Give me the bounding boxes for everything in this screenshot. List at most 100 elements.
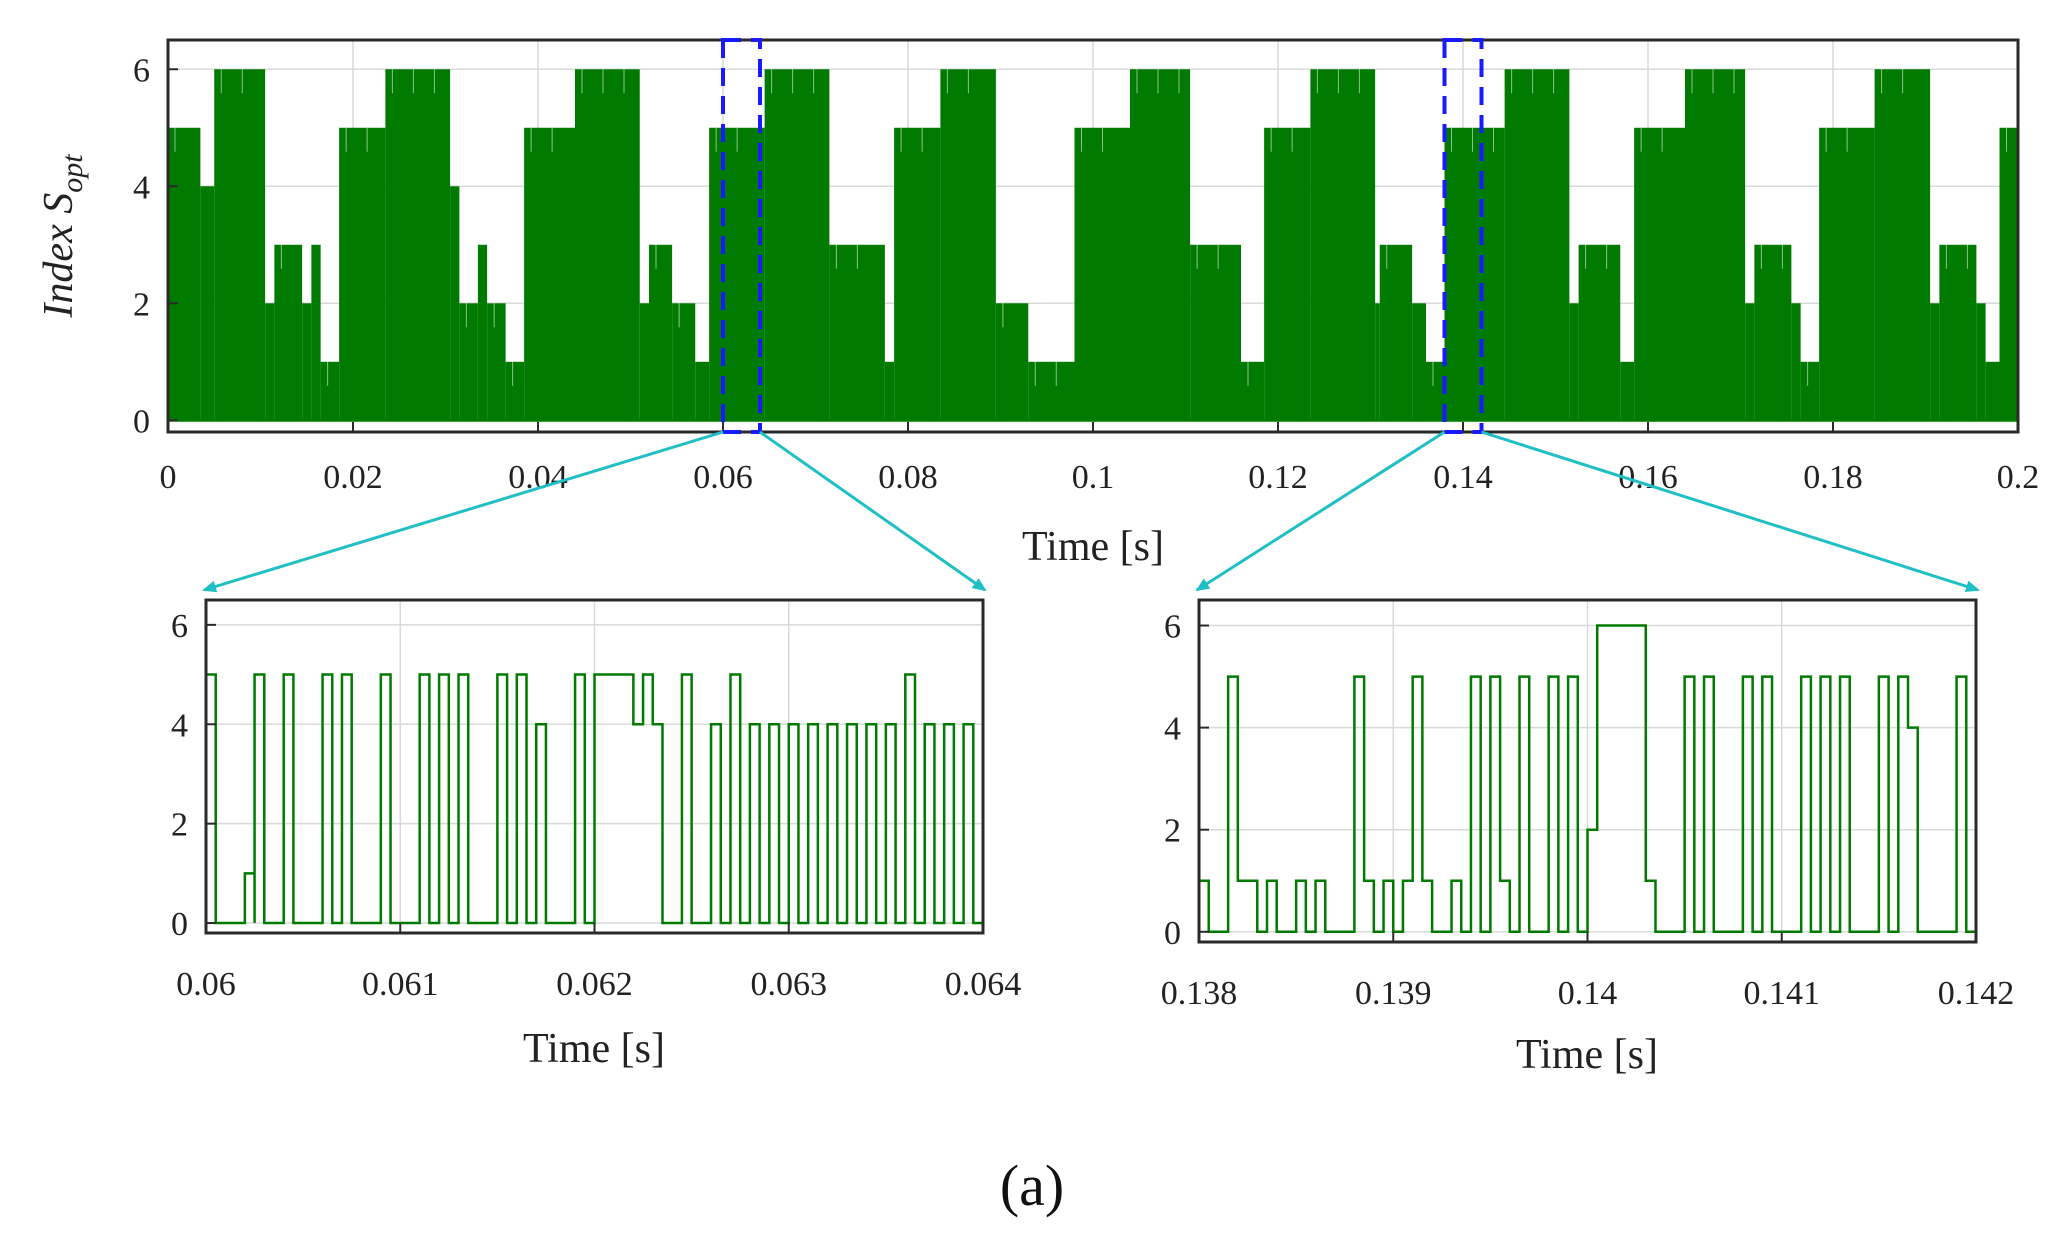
overview-signal-block xyxy=(1985,361,2000,421)
overview-signal-block xyxy=(1930,303,1940,421)
overview-signal-block xyxy=(575,69,640,421)
overview-y-axis-label-sub: opt xyxy=(56,154,89,193)
z2-x-tick-label: 0.142 xyxy=(1938,975,2015,1012)
ov-x-tick-label: 0.02 xyxy=(323,459,383,496)
overview-signal-block xyxy=(1379,244,1413,421)
z2-y-tick-label: 6 xyxy=(1164,609,1181,646)
zoom-2-signal xyxy=(1199,624,1976,934)
overview-signal-block xyxy=(995,303,1029,421)
z2-y-tick-label: 2 xyxy=(1164,813,1181,850)
overview-signal-block xyxy=(1412,303,1426,421)
ov-x-tick-label: 0.14 xyxy=(1433,459,1493,496)
z2-step-line xyxy=(1199,624,1976,934)
connector-arrow-2 xyxy=(759,430,987,592)
z1-x-tick-label: 0.062 xyxy=(556,966,633,1003)
overview-signal-block xyxy=(709,127,765,421)
overview-signal-block xyxy=(1028,361,1075,421)
overview-signal-block xyxy=(1634,127,1685,421)
zoom-1-signal xyxy=(206,673,985,925)
overview-signal-block xyxy=(1190,244,1241,421)
overview-signal-block xyxy=(1685,69,1746,421)
overview-signal-block xyxy=(505,361,525,421)
overview-signal-block xyxy=(1620,361,1635,421)
overview-signal-block xyxy=(459,303,478,421)
ov-x-tick-label: 0 xyxy=(160,459,177,496)
overview-signal-block xyxy=(1264,127,1311,421)
z1-x-tick-label: 0.063 xyxy=(751,966,828,1003)
overview-signal-block xyxy=(639,303,649,421)
z1-x-tick-label: 0.064 xyxy=(945,966,1022,1003)
overview-signal-block xyxy=(214,69,266,421)
zoom-connectors xyxy=(202,430,1980,593)
overview-signal-block xyxy=(320,361,340,421)
overview-y-axis-label-main: Index S xyxy=(36,193,82,319)
z2-x-tick-label: 0.139 xyxy=(1355,975,1432,1012)
overview-signal-block xyxy=(1791,303,1801,421)
overview-signal-block xyxy=(940,69,996,421)
zoom-box-2 xyxy=(1442,38,1484,434)
overview-signal-block xyxy=(672,303,696,421)
overview-signal-block xyxy=(1569,303,1579,421)
z1-y-tick-label: 6 xyxy=(171,608,188,645)
overview-signal-block xyxy=(1074,127,1130,421)
z1-y-tick-label: 4 xyxy=(171,707,188,744)
overview-signal-block xyxy=(450,186,460,421)
overview-signal-block xyxy=(894,127,941,421)
z2-x-tick-label: 0.14 xyxy=(1558,975,1618,1012)
z2-y-tick-label: 0 xyxy=(1164,915,1181,952)
overview-signal-block xyxy=(311,244,321,421)
zoom-1-x-ticks: 0.06 0.061 0.062 0.063 0.064 xyxy=(176,923,1021,1003)
overview-signal-block xyxy=(1375,303,1380,421)
z1-x-tick-label: 0.061 xyxy=(362,966,439,1003)
overview-signal-block xyxy=(1578,244,1621,421)
zoom-box-1 xyxy=(721,38,762,434)
overview-signal-block xyxy=(1939,244,1977,421)
overview-plot: 0 0.02 0.04 0.06 0.08 0.1 0.12 0.14 0.16 0.18 0.2 … xyxy=(36,38,2040,570)
ov-x-tick-label: 0.08 xyxy=(878,459,938,496)
overview-signal-block xyxy=(265,303,275,421)
overview-signal-block xyxy=(339,127,386,421)
ov-y-tick-label: 6 xyxy=(133,52,150,89)
overview-signal-block xyxy=(385,69,451,421)
zoom-2-x-ticks: 0.138 0.139 0.14 0.141 0.142 xyxy=(1161,932,2015,1012)
zoom-2-y-ticks: 0 2 4 6 xyxy=(1164,609,1209,952)
z2-x-tick-label: 0.138 xyxy=(1161,975,1238,1012)
ov-y-tick-label: 0 xyxy=(133,403,150,440)
overview-zoom-boxes xyxy=(721,38,1484,434)
ov-x-tick-label: 0.04 xyxy=(508,459,568,496)
z1-step-line xyxy=(206,673,985,925)
connector-arrow-3 xyxy=(1195,430,1446,592)
overview-signal-block xyxy=(1800,361,1820,421)
z1-y-tick-label: 0 xyxy=(171,906,188,943)
overview-signal-block xyxy=(829,244,885,421)
overview-signal-block xyxy=(487,303,506,421)
overview-signal-block xyxy=(1241,361,1265,421)
overview-signal-block xyxy=(695,361,710,421)
overview-y-ticks: 0 2 4 6 xyxy=(133,52,178,440)
overview-signal-block xyxy=(1874,69,1931,421)
panel-label: (a) xyxy=(1000,1153,1064,1218)
overview-signal-block xyxy=(200,186,215,421)
overview-signal-block xyxy=(1976,303,1986,421)
overview-signal-block xyxy=(302,303,312,421)
overview-signal-block xyxy=(1999,127,2018,421)
overview-signal xyxy=(168,69,2018,422)
ov-y-tick-label: 4 xyxy=(133,169,150,206)
overview-signal-block xyxy=(1426,361,1445,421)
ov-x-tick-label: 0.2 xyxy=(1997,459,2040,496)
overview-signal-block xyxy=(764,69,830,421)
overview-x-ticks: 0 0.02 0.04 0.06 0.08 0.1 0.12 0.14 0.16 0.18 0.2 xyxy=(160,422,2040,496)
z1-x-tick-label: 0.06 xyxy=(176,966,236,1003)
overview-signal-block xyxy=(274,244,303,421)
z1-y-tick-label: 2 xyxy=(171,807,188,844)
z2-x-tick-label: 0.141 xyxy=(1744,975,1821,1012)
ov-y-tick-label: 2 xyxy=(133,286,150,323)
overview-signal-block xyxy=(1754,244,1792,421)
overview-signal-block xyxy=(1745,303,1755,421)
overview-signal-block xyxy=(649,244,673,421)
ov-x-tick-label: 0.18 xyxy=(1803,459,1863,496)
overview-x-axis-label: Time [s] xyxy=(1022,524,1164,570)
overview-signal-block xyxy=(524,127,575,421)
overview-signal-block xyxy=(1504,69,1570,421)
